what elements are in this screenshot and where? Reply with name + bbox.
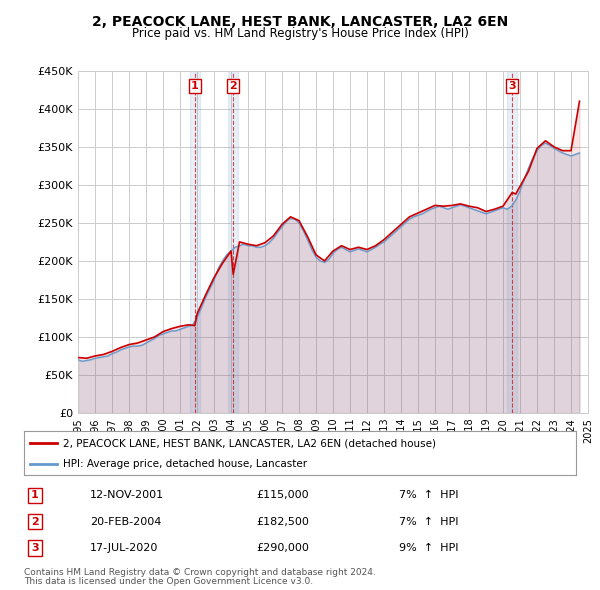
Text: 3: 3 [31,543,39,553]
Bar [228,71,238,413]
Text: 2: 2 [31,517,39,527]
Text: Price paid vs. HM Land Registry's House Price Index (HPI): Price paid vs. HM Land Registry's House … [131,27,469,40]
Text: 2: 2 [229,81,237,91]
Bar [507,71,517,413]
Text: 12-NOV-2001: 12-NOV-2001 [90,490,164,500]
Text: This data is licensed under the Open Government Licence v3.0.: This data is licensed under the Open Gov… [24,577,313,586]
Text: 2, PEACOCK LANE, HEST BANK, LANCASTER, LA2 6EN (detached house): 2, PEACOCK LANE, HEST BANK, LANCASTER, L… [62,438,436,448]
Text: 7%  ↑  HPI: 7% ↑ HPI [400,490,459,500]
Text: 20-FEB-2004: 20-FEB-2004 [90,517,161,527]
Text: HPI: Average price, detached house, Lancaster: HPI: Average price, detached house, Lanc… [62,459,307,469]
Text: 3: 3 [508,81,516,91]
Text: 1: 1 [31,490,39,500]
Text: 17-JUL-2020: 17-JUL-2020 [90,543,158,553]
Text: £182,500: £182,500 [256,517,309,527]
Bar [190,71,200,413]
Text: 1: 1 [191,81,199,91]
Text: 7%  ↑  HPI: 7% ↑ HPI [400,517,459,527]
Text: £115,000: £115,000 [256,490,308,500]
Text: 2, PEACOCK LANE, HEST BANK, LANCASTER, LA2 6EN: 2, PEACOCK LANE, HEST BANK, LANCASTER, L… [92,15,508,29]
Text: 9%  ↑  HPI: 9% ↑ HPI [400,543,459,553]
Text: £290,000: £290,000 [256,543,309,553]
Text: Contains HM Land Registry data © Crown copyright and database right 2024.: Contains HM Land Registry data © Crown c… [24,568,376,576]
